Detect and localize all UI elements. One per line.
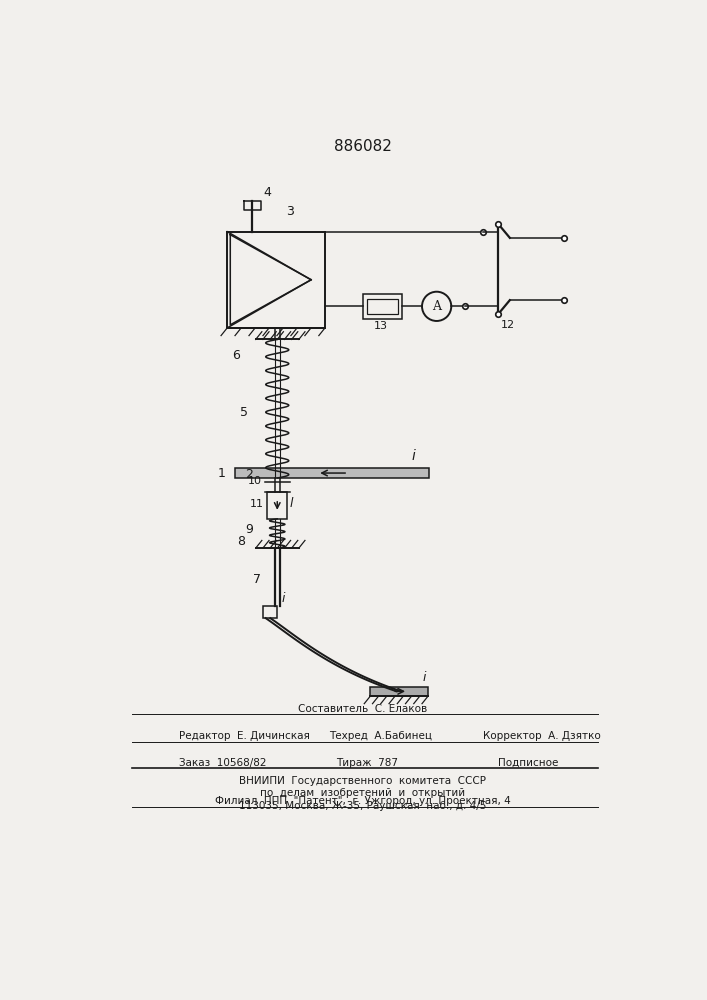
Bar [264,606,277,618]
Bar [363,294,402,319]
Text: Заказ  10568/82: Заказ 10568/82 [179,758,267,768]
Text: 6: 6 [233,349,240,362]
Text: 12: 12 [501,320,515,330]
Text: 5: 5 [240,406,248,419]
Text: 8: 8 [238,535,245,548]
Text: A: A [432,300,441,313]
Text: Составитель  С. Елаков: Составитель С. Елаков [298,704,427,714]
Text: по  делам  изобретений  и  открытий: по делам изобретений и открытий [260,788,465,798]
Text: i: i [281,592,285,605]
Text: 13: 13 [373,321,387,331]
Text: 7: 7 [252,573,261,586]
Text: Тираж  787: Тираж 787 [337,758,399,768]
Text: 2: 2 [245,468,253,481]
Bar [370,687,428,696]
Text: 4: 4 [264,186,271,199]
Text: 3: 3 [286,205,294,218]
Text: ВНИИПИ  Государственного  комитета  СССР: ВНИИПИ Государственного комитета СССР [239,776,486,786]
Bar [235,468,429,478]
Text: 9: 9 [245,523,253,536]
Text: i: i [423,671,426,684]
Text: 1: 1 [218,467,226,480]
Text: Филиал  ППП  "Патент",  г. Ужгород, ул. Проектная, 4: Филиал ППП "Патент", г. Ужгород, ул. Про… [215,796,510,806]
Bar [368,299,398,314]
Text: 10: 10 [248,476,262,486]
Text: 886082: 886082 [334,139,392,154]
Text: 113035, Москва, Ж-35, Раушская  наб., д. 4/5: 113035, Москва, Ж-35, Раушская наб., д. … [239,801,486,811]
Text: Подписное: Подписное [498,758,559,768]
Text: i: i [411,449,416,463]
Text: Корректор  А. Дзятко: Корректор А. Дзятко [483,731,600,741]
Text: Техред  А.Бабинец: Техред А.Бабинец [329,731,432,741]
Text: l: l [290,497,293,510]
Bar [267,492,287,519]
Text: 11: 11 [250,499,264,509]
Text: Редактор  Е. Дичинская: Редактор Е. Дичинская [179,731,310,741]
